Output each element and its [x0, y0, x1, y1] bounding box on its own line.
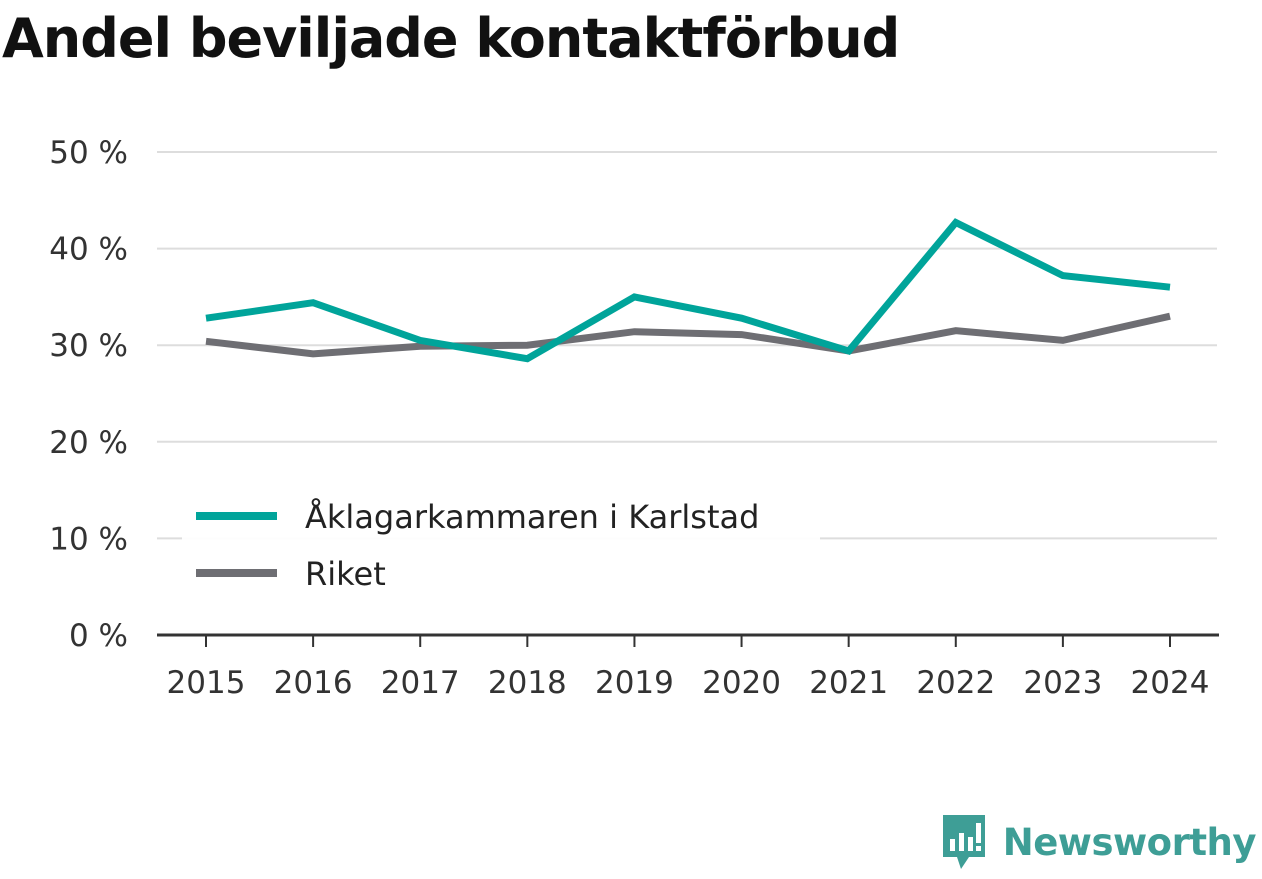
x-tick-label: 2024	[1131, 665, 1210, 701]
gridlines	[157, 151, 1217, 540]
newsworthy-logo-icon	[942, 815, 985, 869]
y-tick-label: 0 %	[69, 618, 128, 654]
y-tick-label: 40 %	[49, 232, 128, 268]
x-tick-label: 2016	[274, 665, 353, 701]
series-line-riket	[205, 312, 1171, 358]
series-lines	[205, 218, 1171, 363]
x-tick-label: 2018	[488, 665, 567, 701]
chart-title: Andel beviljade kontaktförbud	[2, 7, 900, 70]
legend: Åklagarkammaren i Karlstad Riket	[182, 488, 820, 593]
x-axis-ticks: 2015 2016 2017 2018 2019 2020 2021 2022 2023 2024	[167, 635, 1210, 701]
x-tick-label: 2022	[916, 665, 995, 701]
x-tick-label: 2019	[595, 665, 674, 701]
x-tick-label: 2021	[809, 665, 888, 701]
y-tick-label: 20 %	[49, 425, 128, 461]
brand-name: Newsworthy	[1002, 820, 1257, 864]
y-tick-label: 50 %	[49, 135, 128, 171]
x-tick-label: 2015	[167, 665, 246, 701]
legend-background	[182, 488, 820, 543]
legend-label-karlstad: Åklagarkammaren i Karlstad	[305, 498, 759, 536]
brand: Newsworthy	[939, 813, 1257, 871]
y-tick-label: 30 %	[49, 328, 128, 364]
x-tick-label: 2017	[381, 665, 460, 701]
y-tick-label: 10 %	[49, 521, 128, 557]
series-line-karlstad	[205, 218, 1171, 363]
x-tick-label: 2020	[702, 665, 781, 701]
y-axis-ticks: 0 % 10 % 20 % 30 % 40 % 50 %	[49, 135, 128, 654]
x-tick-label: 2023	[1023, 665, 1102, 701]
legend-label-riket: Riket	[305, 555, 386, 593]
